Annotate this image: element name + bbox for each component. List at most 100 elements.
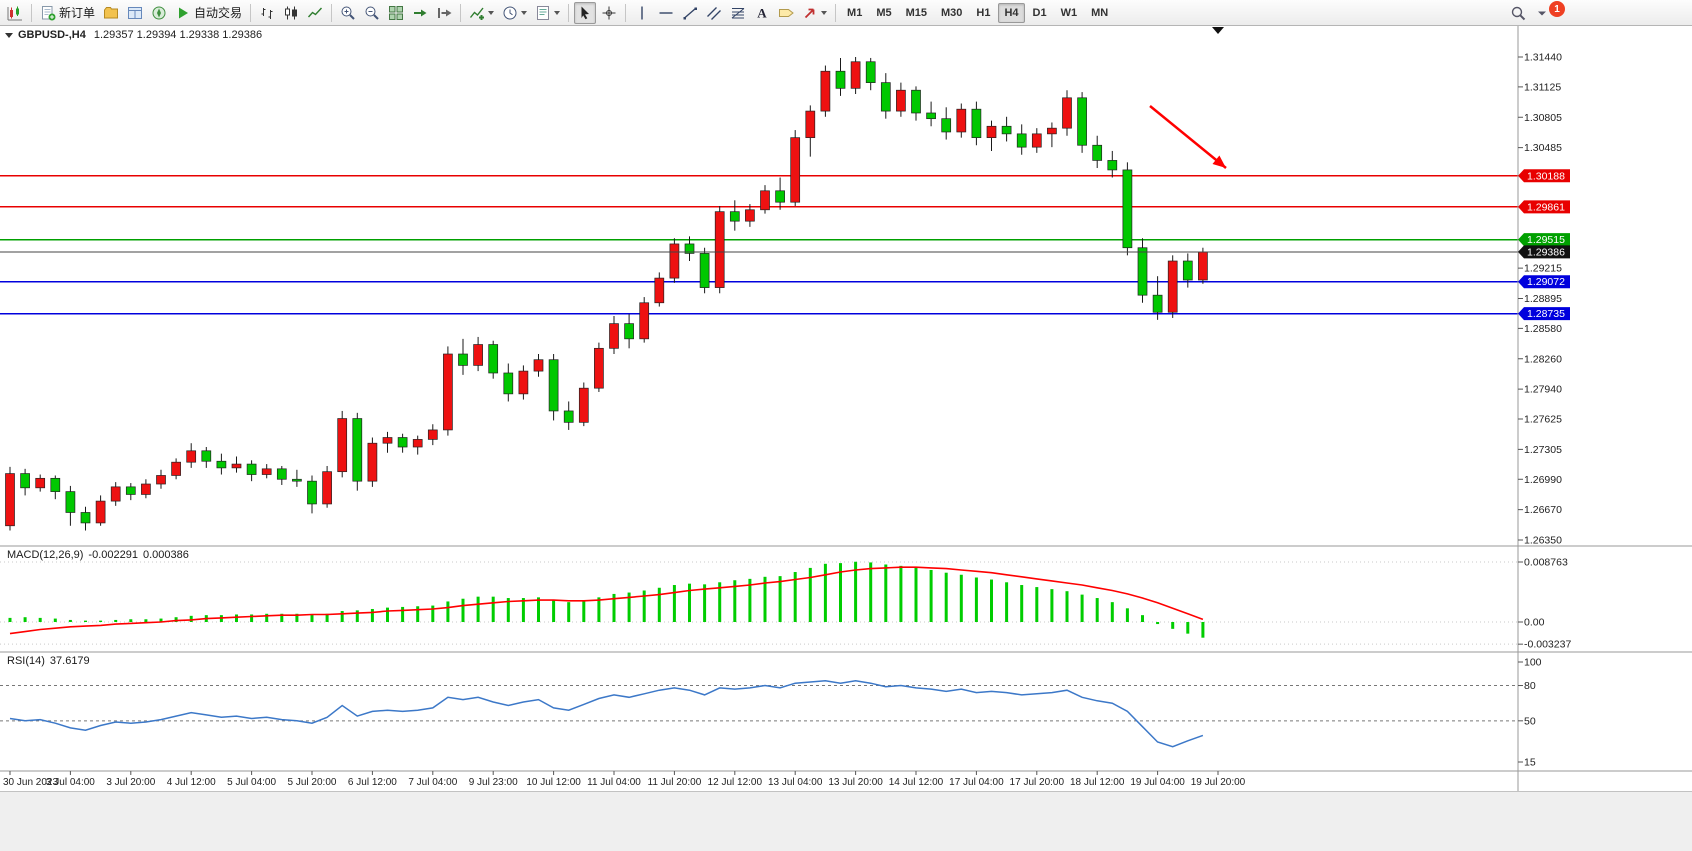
macd-histogram-bar [159, 618, 163, 622]
candle [352, 418, 363, 482]
templates-button[interactable] [532, 2, 563, 24]
search-button[interactable] [1507, 2, 1529, 24]
new-order-button[interactable]: 新订单 [37, 2, 98, 24]
text-button[interactable]: A [751, 2, 773, 24]
macd-histogram-bar [431, 605, 435, 622]
dropdown-caret-icon[interactable] [554, 11, 561, 18]
candle [896, 89, 906, 112]
timeframe-mn-button[interactable]: MN [1091, 6, 1109, 19]
candle [609, 323, 619, 349]
zoom-in-button[interactable] [337, 2, 359, 24]
timeframe-m5-button[interactable]: M5 [876, 6, 892, 19]
chart-menu-icon[interactable] [5, 33, 13, 42]
macd-histogram-bar [446, 601, 450, 622]
auto-scroll-button[interactable] [409, 2, 431, 24]
time-tick-label: 11 Jul 20:00 [648, 777, 702, 788]
crosshair-icon [601, 5, 617, 21]
dropdown-caret-icon[interactable] [521, 11, 528, 18]
candle [654, 277, 665, 304]
price-label-box: 1.30188 [1518, 169, 1570, 183]
trendline-button[interactable] [679, 2, 701, 24]
macd-histogram-bar [748, 578, 752, 622]
notification-badge[interactable]: 1 [1549, 1, 1565, 17]
candle [1031, 133, 1042, 148]
svg-text:1.30188: 1.30188 [1527, 170, 1565, 182]
crosshair-button[interactable] [598, 2, 620, 24]
candle [397, 437, 408, 448]
macd-histogram-bar [174, 617, 178, 622]
chart-line-button[interactable] [304, 2, 326, 24]
new-order-icon [40, 5, 56, 21]
toolbar-separator [250, 3, 252, 22]
dropdown-caret-icon[interactable] [821, 11, 828, 18]
horizontal-line-button[interactable] [655, 2, 677, 24]
candle [458, 353, 468, 366]
macd-histogram-bar [990, 579, 993, 622]
timeframe-w1-button[interactable]: W1 [1060, 6, 1078, 19]
timeframe-m1-button[interactable]: M1 [847, 6, 863, 19]
macd-histogram-bar [129, 619, 133, 622]
indicators-button[interactable] [466, 2, 497, 24]
chart-marker-triangle[interactable] [1212, 27, 1224, 34]
indicators-icon [469, 5, 485, 21]
time-tick-label: 11 Jul 04:00 [587, 777, 641, 788]
macd-pane: 0.008763 0.00 -0.003237 [0, 557, 1571, 651]
candle [141, 483, 151, 495]
chart-candles-button[interactable] [280, 2, 302, 24]
rsi-tick-label: 80 [1524, 680, 1536, 692]
tile-windows-button[interactable] [385, 2, 407, 24]
trend-arrow-head[interactable] [1212, 155, 1227, 169]
arrows-button[interactable] [799, 2, 830, 24]
new-chart-button[interactable] [4, 2, 26, 24]
vertical-line-button[interactable] [631, 2, 653, 24]
fibo-icon [730, 5, 746, 21]
macd-histogram-bar [793, 572, 797, 622]
cursor-button[interactable] [574, 1, 597, 24]
timeframe-h1-button[interactable]: H1 [976, 6, 991, 19]
price-chart[interactable]: 1.31440 1.31125 1.30805 1.30485 1.29215 1.288… [0, 26, 1692, 851]
price-tick-label: 1.31125 [1524, 81, 1561, 93]
timeframe-m15-button[interactable]: M15 [905, 6, 927, 19]
fibonacci-retracement-button[interactable] [727, 2, 749, 24]
macd-histogram-bar [778, 576, 782, 622]
navigator-button[interactable] [148, 2, 170, 24]
zoom-in-icon [340, 5, 356, 21]
data-window-button[interactable] [124, 2, 146, 24]
svg-text:1.29072: 1.29072 [1527, 276, 1565, 288]
timeframe-d1-button[interactable]: D1 [1032, 6, 1047, 19]
chart-shift-button[interactable] [433, 2, 455, 24]
candle [1182, 260, 1193, 281]
auto-trading-button[interactable]: 自动交易 [172, 2, 245, 24]
price-tick-label: 1.30485 [1524, 142, 1562, 154]
time-tick-label: 9 Jul 23:00 [469, 777, 518, 788]
chart-bars-button[interactable] [256, 2, 278, 24]
zoom-out-button[interactable] [361, 2, 383, 24]
candle [548, 359, 559, 412]
candle [578, 387, 589, 423]
macd-tick-label: -0.003237 [1524, 639, 1571, 651]
data-window-icon [127, 5, 143, 21]
periods-button[interactable] [499, 2, 530, 24]
price-tick-label: 1.29215 [1524, 263, 1562, 275]
candle [533, 359, 544, 372]
time-tick-label: 7 Jul 04:00 [408, 777, 457, 788]
equidistant-channel-button[interactable] [703, 2, 725, 24]
candles-icon [283, 5, 299, 21]
toolbar-overflow-button[interactable] [1531, 2, 1553, 24]
trend-arrow[interactable] [1149, 105, 1227, 169]
toolbar-separator [31, 3, 32, 22]
candle [684, 243, 695, 254]
rsi-tick-label: 15 [1524, 757, 1536, 769]
toolbar-separator [625, 3, 627, 22]
macd-histogram-bar [1035, 587, 1039, 622]
toolbar-separator [460, 3, 462, 22]
dropdown-caret-icon[interactable] [488, 11, 495, 18]
text-label-button[interactable] [775, 2, 797, 24]
charts-profile-button[interactable] [100, 2, 122, 24]
candle [760, 190, 770, 211]
timeframe-m30-button[interactable]: M30 [941, 6, 963, 19]
time-tick-label: 10 Jul 12:00 [526, 777, 581, 788]
timeframe-h4-button[interactable]: H4 [998, 2, 1025, 23]
